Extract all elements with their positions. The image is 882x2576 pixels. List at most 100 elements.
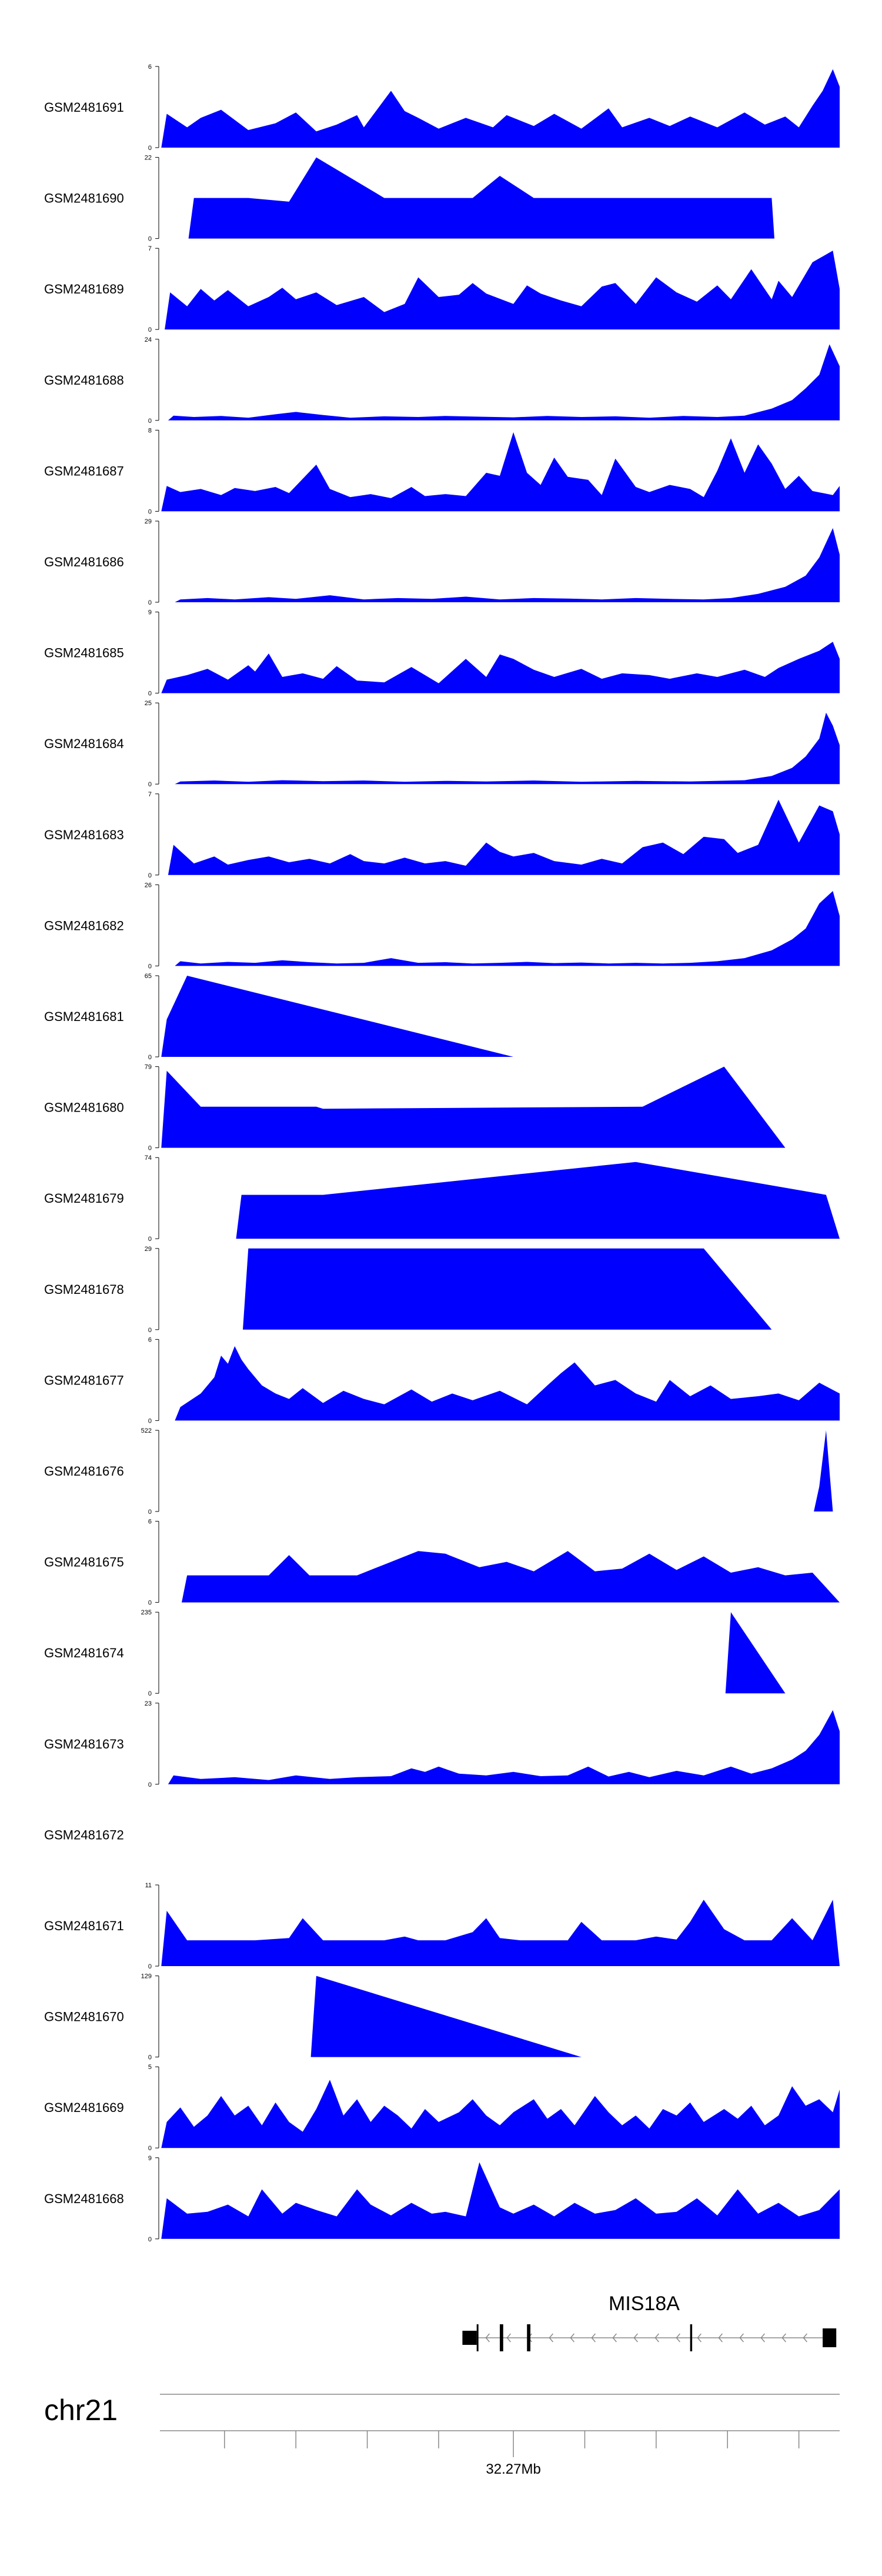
track-GSM2481684: GSM2481684 25 0 [44, 700, 840, 788]
track-label: GSM2481674 [44, 1646, 124, 1660]
y-max-label: 6 [148, 1336, 152, 1343]
gene-exon [500, 2324, 503, 2351]
y-min-label: 0 [148, 963, 152, 970]
track-GSM2481672: GSM2481672 [44, 1827, 124, 1842]
track-GSM2481675: GSM2481675 6 0 [44, 1519, 840, 1607]
y-max-label: 29 [145, 518, 152, 525]
track-label: GSM2481673 [44, 1737, 124, 1751]
coverage-area [188, 157, 775, 239]
track-label: GSM2481677 [44, 1373, 124, 1387]
gene-exon [823, 2328, 837, 2347]
track-label: GSM2481683 [44, 827, 124, 842]
track-label: GSM2481681 [44, 1009, 124, 1024]
track-label: GSM2481690 [44, 191, 124, 206]
track-label: GSM2481679 [44, 1191, 124, 1206]
gene-model: MIS18A [462, 2293, 837, 2351]
y-min-label: 0 [148, 236, 152, 243]
coverage-tracks: GSM248169160GSM2481690220GSM248168970GSM… [44, 64, 840, 2243]
track-GSM2481677: GSM2481677 6 0 [44, 1336, 840, 1424]
y-max-label: 79 [145, 1064, 152, 1071]
track-GSM2481680: GSM2481680 79 0 [44, 1064, 786, 1152]
track-label: GSM2481671 [44, 1918, 124, 1933]
y-max-label: 25 [145, 700, 152, 707]
y-min-label: 0 [148, 418, 152, 425]
y-min-label: 0 [148, 1963, 152, 1970]
y-min-label: 0 [148, 1236, 152, 1243]
coverage-area [161, 69, 840, 148]
track-label: GSM2481689 [44, 282, 124, 296]
strand-arrow [718, 2333, 723, 2343]
y-min-label: 0 [148, 508, 152, 515]
strand-arrow [549, 2333, 553, 2343]
y-min-label: 0 [148, 2054, 152, 2061]
track-GSM2481683: GSM2481683 7 0 [44, 791, 840, 879]
strand-arrow [506, 2333, 511, 2343]
strand-arrow [781, 2333, 786, 2343]
track-GSM2481682: GSM2481682 26 0 [44, 882, 840, 970]
coverage-area [161, 1900, 840, 1966]
y-min-label: 0 [148, 1600, 152, 1607]
track-GSM2481671: GSM2481671 11 0 [44, 1882, 840, 1970]
coverage-area [175, 891, 840, 966]
strand-arrow [739, 2333, 744, 2343]
track-label: GSM2481686 [44, 555, 124, 569]
coverage-area [161, 2080, 840, 2148]
coverage-area [168, 1710, 840, 1784]
track-label: GSM2481684 [44, 736, 124, 751]
y-min-label: 0 [148, 1145, 152, 1152]
track-label: GSM2481675 [44, 1555, 124, 1570]
track-GSM2481681: GSM2481681 65 0 [44, 973, 514, 1061]
y-max-label: 22 [145, 155, 152, 162]
track-label: GSM2481685 [44, 646, 124, 660]
track-GSM2481673: GSM2481673 23 0 [44, 1700, 840, 1788]
y-min-label: 0 [148, 690, 152, 698]
coverage-area [182, 1551, 840, 1603]
coverage-area [175, 712, 840, 785]
y-max-label: 9 [148, 609, 152, 616]
y-min-label: 0 [148, 1781, 152, 1788]
coverage-area [725, 1612, 786, 1694]
y-max-label: 29 [145, 1246, 152, 1253]
y-min-label: 0 [148, 872, 152, 879]
strand-arrow [676, 2333, 680, 2343]
position-label: 32.27Mb [486, 2461, 540, 2477]
y-max-label: 74 [145, 1154, 152, 1162]
track-label: GSM2481669 [44, 2100, 124, 2115]
gene-exon [527, 2324, 531, 2351]
coverage-area [236, 1162, 840, 1239]
coverage-area [165, 251, 840, 330]
y-max-label: 522 [141, 1427, 152, 1434]
track-GSM2481679: GSM2481679 74 0 [44, 1154, 840, 1243]
track-label: GSM2481668 [44, 2191, 124, 2206]
y-max-label: 7 [148, 245, 152, 252]
coverage-area [243, 1248, 772, 1330]
y-max-label: 23 [145, 1700, 152, 1707]
coverage-area [814, 1430, 833, 1511]
track-GSM2481690: GSM2481690 22 0 [44, 155, 775, 243]
strand-arrow [633, 2333, 638, 2343]
track-GSM2481688: GSM2481688 24 0 [44, 336, 840, 425]
track-GSM2481669: GSM2481669 5 0 [44, 2064, 840, 2152]
y-max-label: 6 [148, 1519, 152, 1526]
gene-exon [462, 2331, 477, 2345]
y-min-label: 0 [148, 145, 152, 152]
y-min-label: 0 [148, 781, 152, 788]
gene-exon [476, 2324, 479, 2351]
y-min-label: 0 [148, 1327, 152, 1334]
coverage-area [168, 799, 840, 875]
coverage-area [161, 432, 840, 512]
gene-label: MIS18A [609, 2293, 680, 2315]
y-max-label: 11 [145, 1882, 152, 1889]
track-GSM2481670: GSM2481670 129 0 [44, 1973, 582, 2061]
coverage-area [161, 1066, 786, 1148]
y-min-label: 0 [148, 1054, 152, 1061]
y-min-label: 0 [148, 326, 152, 333]
coverage-area [175, 1346, 840, 1421]
strand-arrow [803, 2333, 807, 2343]
y-min-label: 0 [148, 2236, 152, 2243]
y-max-label: 65 [145, 973, 152, 980]
track-label: GSM2481687 [44, 463, 124, 478]
strand-arrow [654, 2333, 659, 2343]
track-label: GSM2481676 [44, 1464, 124, 1479]
